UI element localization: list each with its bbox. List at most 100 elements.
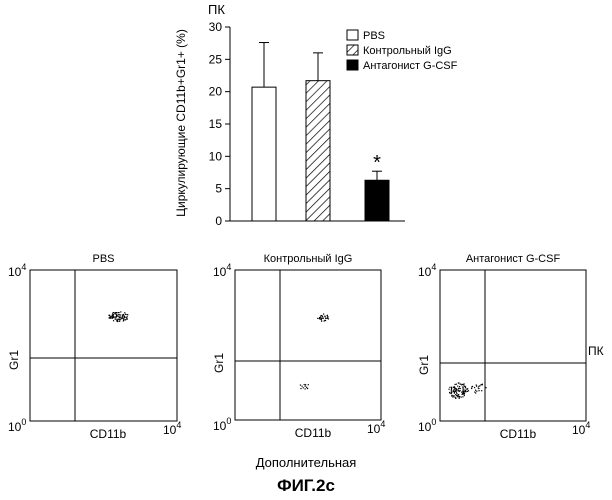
event-dot [454, 384, 455, 385]
panel-title: Антагонист G-CSF [466, 253, 561, 265]
event-dot [467, 391, 468, 392]
event-dot [458, 389, 459, 390]
x-max-tick-label: 104 [572, 420, 590, 437]
x-axis-label: CD11b [295, 426, 332, 440]
event-dot [319, 318, 320, 319]
event-dot [455, 390, 456, 391]
panel-title: Контрольный IgG [264, 253, 353, 265]
event-dot [464, 395, 465, 396]
event-dot [457, 386, 458, 387]
figure-label: ФИГ.2с [0, 476, 612, 496]
event-dot [449, 387, 450, 388]
bar-2 [306, 81, 330, 221]
event-dot [451, 389, 452, 390]
event-dot [455, 398, 456, 399]
event-dot [478, 386, 479, 387]
bar-y-axis-label: Циркулирующие CD11b+Gr1+ (%) [174, 29, 188, 217]
event-dot [474, 387, 475, 388]
event-dot [126, 314, 127, 315]
y-axis-label: Gr1 [7, 350, 21, 370]
event-dot [466, 389, 467, 390]
x-max-tick-label: 104 [367, 419, 385, 436]
event-dot [465, 391, 466, 392]
event-dot [476, 384, 477, 385]
event-dot [112, 313, 113, 314]
y-max-tick-label: 104 [213, 262, 231, 279]
event-dot [325, 320, 326, 321]
scatter-panel-3: Антагонист G-CSFGr1CD11b104100104 [417, 253, 590, 441]
event-dot [322, 317, 323, 318]
scatter-panel-1: PBSGr1CD11b104100104 [7, 253, 181, 441]
panel-title: PBS [92, 253, 114, 265]
event-dot [476, 391, 477, 392]
event-dot [448, 389, 449, 390]
event-dot [113, 320, 114, 321]
panel-frame [440, 270, 586, 421]
event-dot [122, 316, 123, 317]
event-dot [328, 318, 329, 319]
x-axis-label: CD11b [500, 427, 537, 441]
bar-y-ticks: 051015202530 [209, 20, 230, 228]
y-axis-label: Gr1 [417, 355, 431, 375]
event-dot [123, 317, 124, 318]
event-dot [123, 314, 124, 315]
event-dot [449, 392, 450, 393]
event-dot [116, 314, 117, 315]
event-dot [467, 388, 468, 389]
event-dot [478, 388, 479, 389]
y-min-tick-label: 100 [418, 417, 436, 434]
event-dot [462, 386, 463, 387]
event-dot [108, 315, 109, 316]
event-dot [471, 388, 472, 389]
y-max-tick-label: 104 [8, 262, 26, 279]
x-axis-label: CD11b [90, 427, 127, 441]
event-dot [306, 387, 307, 388]
legend-swatch [347, 45, 358, 55]
event-dot [456, 393, 457, 394]
event-dot [112, 314, 113, 315]
event-dot [454, 386, 455, 387]
event-dot [126, 317, 127, 318]
event-dot [115, 317, 116, 318]
event-dot [307, 388, 308, 389]
panel-frame [30, 270, 177, 421]
bar-chart: ПК Циркулирующие CD11b+Gr1+ (%) 05101520… [174, 2, 458, 228]
event-dot [464, 386, 465, 387]
event-dot [115, 319, 116, 320]
event-dot [300, 384, 301, 385]
event-dot [453, 390, 454, 391]
bar-1 [252, 87, 276, 221]
event-dot [119, 314, 120, 315]
event-dot [308, 384, 309, 385]
event-dot [451, 390, 452, 391]
event-dot [305, 386, 306, 387]
legend-swatch [347, 60, 358, 70]
event-dot [108, 317, 109, 318]
event-dot [301, 386, 302, 387]
y-tick-label: 20 [209, 85, 223, 99]
event-dot [459, 386, 460, 387]
event-dot [475, 390, 476, 391]
y-min-tick-label: 100 [8, 417, 26, 434]
right-label: ПК [588, 344, 604, 358]
bar-3 [365, 180, 389, 221]
event-dot [118, 312, 119, 313]
event-dot [471, 386, 472, 387]
event-dot [464, 393, 465, 394]
legend-label: PBS [363, 30, 385, 42]
event-dot [110, 316, 111, 317]
event-dot [455, 388, 456, 389]
legend-label: Антагонист G-CSF [363, 60, 458, 72]
event-dot [112, 317, 113, 318]
event-dot [476, 386, 477, 387]
y-tick-label: 0 [215, 214, 222, 228]
event-dot [460, 383, 461, 384]
event-dot [114, 313, 115, 314]
event-dot [474, 391, 475, 392]
event-dot [317, 318, 318, 319]
bottom-caption: Дополнительная [0, 455, 612, 470]
event-dot [463, 384, 464, 385]
event-dot [324, 320, 325, 321]
event-dot [110, 317, 111, 318]
